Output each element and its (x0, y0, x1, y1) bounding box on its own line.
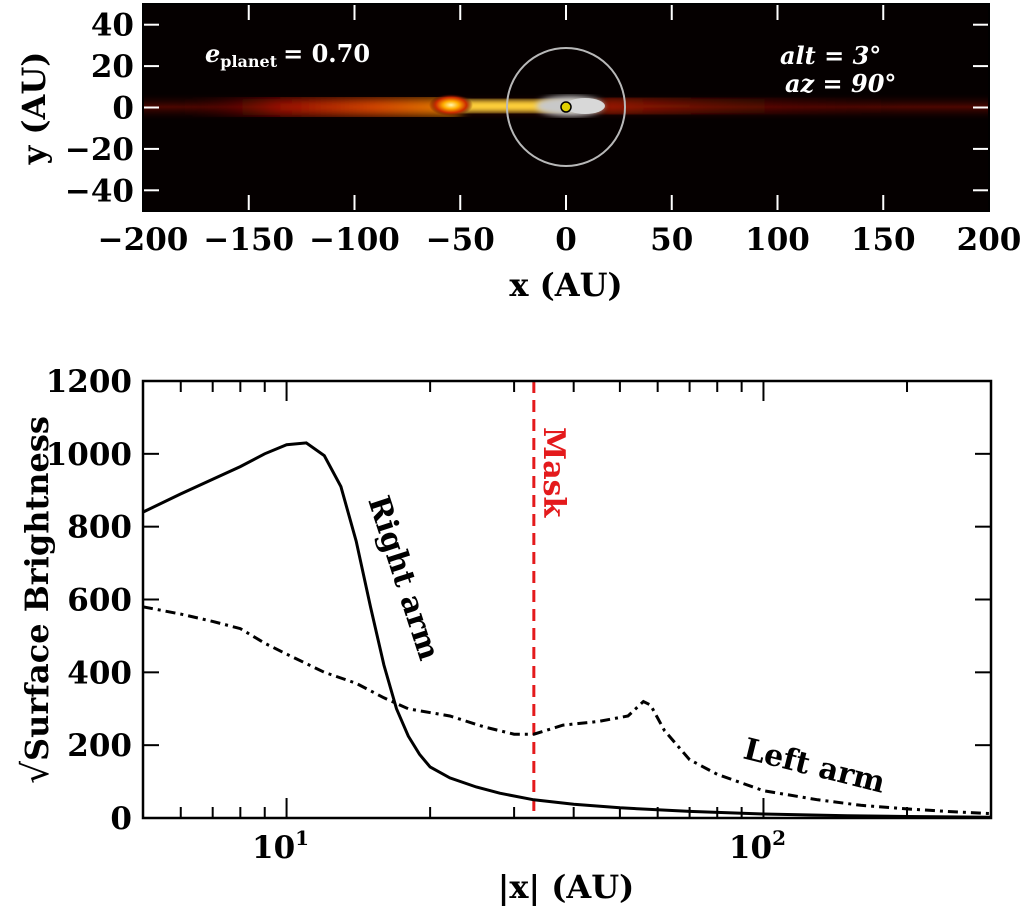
profile-y-tick-label: 1200 (46, 364, 132, 400)
profile-y-tick-label: 1000 (46, 437, 132, 473)
profile-y-tick-labels: 0 200 400 600 800 1000 1200 (46, 364, 132, 837)
inner-disk-core (565, 98, 605, 114)
left-arm-label: Left arm (740, 732, 889, 801)
image-x-tick-label: −200 (98, 222, 189, 258)
profile-y-tick-label: 400 (67, 655, 132, 691)
image-y-tick-label: 40 (91, 8, 134, 44)
profile-x-axis-title: |x| (AU) (498, 868, 635, 906)
image-x-tick-label: 200 (957, 222, 1020, 258)
left-lobe (429, 94, 473, 116)
profile-x-tick-label: 101 (252, 826, 309, 866)
image-y-tick-labels: −40 −20 0 20 40 (65, 8, 134, 210)
mask-circle (506, 47, 626, 167)
image-x-tick-label: −100 (309, 222, 400, 258)
right-arm-line (143, 441, 991, 818)
profile-y-tick-label: 0 (110, 801, 132, 837)
left-arm-line (143, 605, 991, 816)
image-frame (142, 3, 990, 212)
image-y-axis-title: y (AU) (15, 52, 53, 166)
azimuth-annotation: az = 90° (785, 69, 896, 98)
image-ticks (143, 4, 989, 211)
mask-label: Mask (536, 427, 571, 519)
image-x-tick-label: −150 (203, 222, 294, 258)
image-y-tick-label: −40 (65, 173, 134, 209)
brightness-profile-panel: 0 200 400 600 800 1000 1200 101 102 Mask Right … (16, 364, 993, 906)
profile-y-tick-label: 600 (67, 583, 132, 619)
image-x-tick-label: 100 (745, 222, 810, 258)
profile-y-axis-title-text: √Surface Brightness (16, 416, 57, 784)
right-beam (600, 99, 900, 113)
image-y-tick-label: −20 (65, 132, 134, 168)
image-x-tick-label: 0 (555, 222, 577, 258)
profile-frame (141, 379, 993, 820)
profile-y-tick-label: 200 (67, 728, 132, 764)
image-x-tick-label: 50 (650, 222, 693, 258)
profile-y-tick-label: 800 (67, 510, 132, 546)
image-x-tick-label: −50 (426, 222, 495, 258)
profile-x-tick-labels: 101 102 (252, 826, 786, 866)
right-arm-label: Right arm (360, 492, 446, 665)
image-y-tick-label: 20 (91, 49, 134, 85)
altitude-annotation: alt = 3° (780, 41, 881, 70)
image-x-axis-title: x (AU) (509, 266, 622, 304)
image-x-tick-labels: −200 −150 −100 −50 0 50 100 150 200 (98, 222, 1020, 258)
image-y-tick-label: 0 (112, 91, 134, 127)
profile-y-axis-title: √Surface Brightness (16, 416, 57, 784)
left-beam (180, 99, 460, 115)
disk-image-panel: eplanet = 0.70 alt = 3° az = 90° −200 −150… (15, 3, 1020, 304)
profile-x-tick-label: 102 (729, 826, 786, 866)
image-x-tick-label: 150 (851, 222, 916, 258)
eccentricity-annotation: eplanet = 0.70 (205, 39, 370, 71)
star-marker (560, 101, 572, 113)
